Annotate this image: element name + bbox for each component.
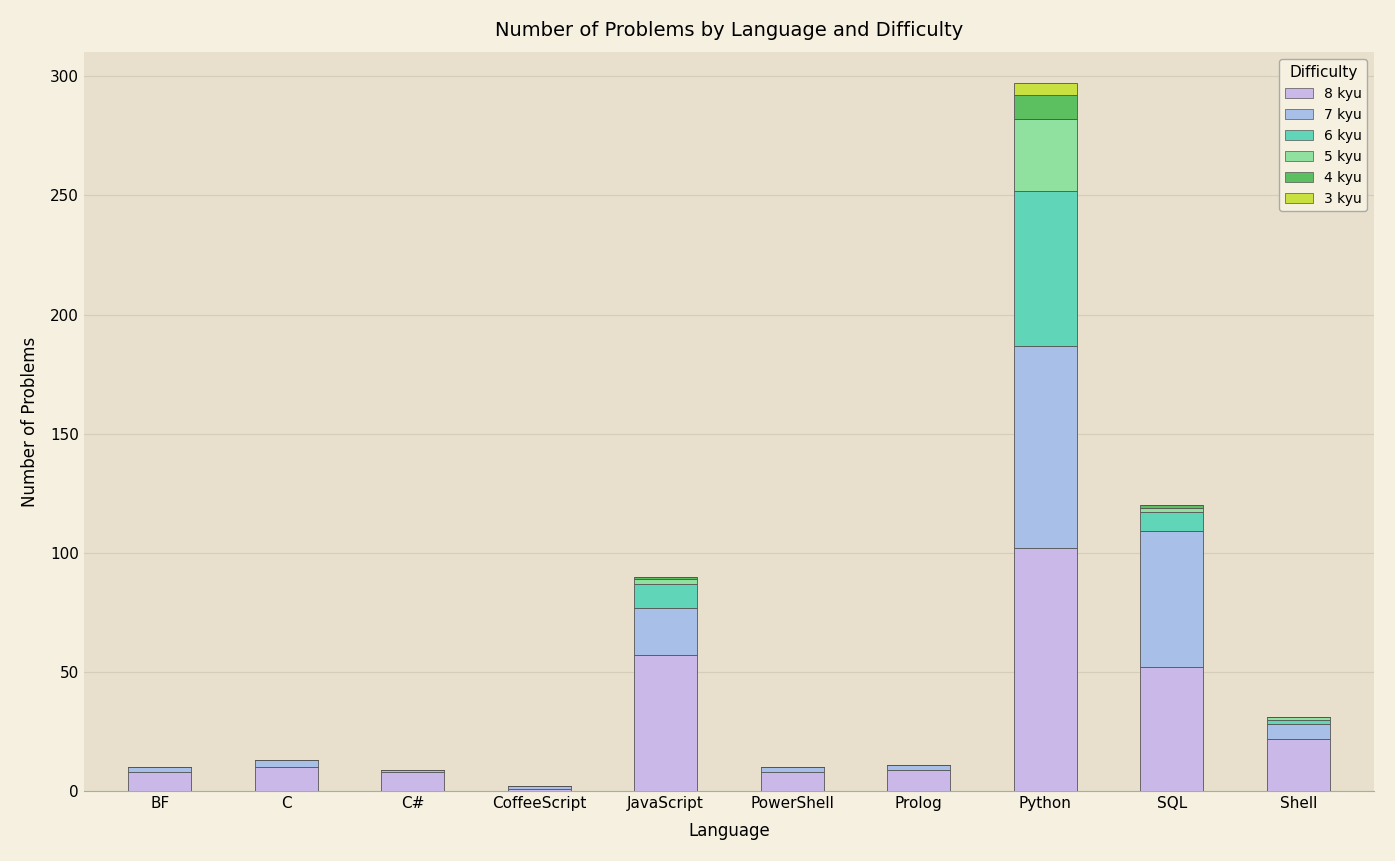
Bar <box>635 608 698 655</box>
Bar <box>255 760 318 767</box>
Title: Number of Problems by Language and Difficulty: Number of Problems by Language and Diffi… <box>495 21 963 40</box>
Bar <box>635 584 698 608</box>
Bar <box>1014 96 1077 119</box>
Bar <box>255 767 318 791</box>
Bar <box>1267 724 1329 739</box>
Bar <box>1140 512 1204 531</box>
Bar <box>381 770 445 772</box>
Bar <box>1267 720 1329 724</box>
Bar <box>760 772 824 791</box>
Bar <box>760 767 824 772</box>
Bar <box>508 789 571 791</box>
Bar <box>1267 739 1329 791</box>
Bar <box>1140 531 1204 667</box>
Bar <box>887 770 950 791</box>
Bar <box>1014 84 1077 96</box>
Bar <box>635 579 698 584</box>
Bar <box>508 786 571 789</box>
Bar <box>1014 548 1077 791</box>
Bar <box>635 577 698 579</box>
Legend: 8 kyu, 7 kyu, 6 kyu, 5 kyu, 4 kyu, 3 kyu: 8 kyu, 7 kyu, 6 kyu, 5 kyu, 4 kyu, 3 kyu <box>1279 59 1367 211</box>
Bar <box>635 655 698 791</box>
Bar <box>1014 190 1077 345</box>
X-axis label: Language: Language <box>688 822 770 840</box>
Bar <box>887 765 950 770</box>
Bar <box>1014 345 1077 548</box>
Y-axis label: Number of Problems: Number of Problems <box>21 337 39 507</box>
Bar <box>1140 505 1204 508</box>
Bar <box>381 772 445 791</box>
Bar <box>1140 667 1204 791</box>
Bar <box>1014 119 1077 190</box>
Bar <box>1140 508 1204 512</box>
Bar <box>1267 717 1329 720</box>
Bar <box>128 772 191 791</box>
Bar <box>128 767 191 772</box>
